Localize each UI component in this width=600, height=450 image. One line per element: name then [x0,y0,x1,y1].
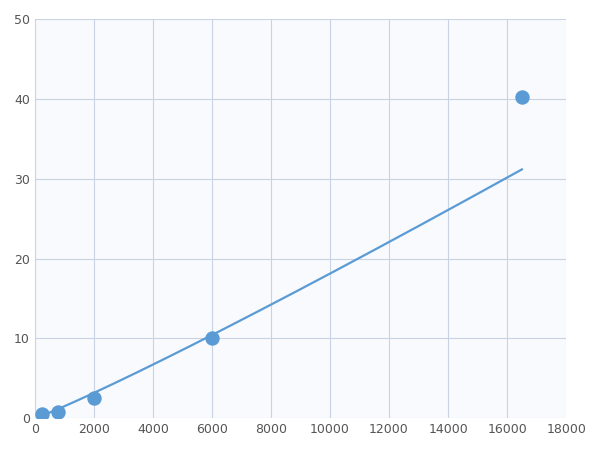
Point [517,94,527,101]
Point [207,335,217,342]
Point [89,395,98,402]
Point [37,411,47,418]
Point [53,408,63,415]
